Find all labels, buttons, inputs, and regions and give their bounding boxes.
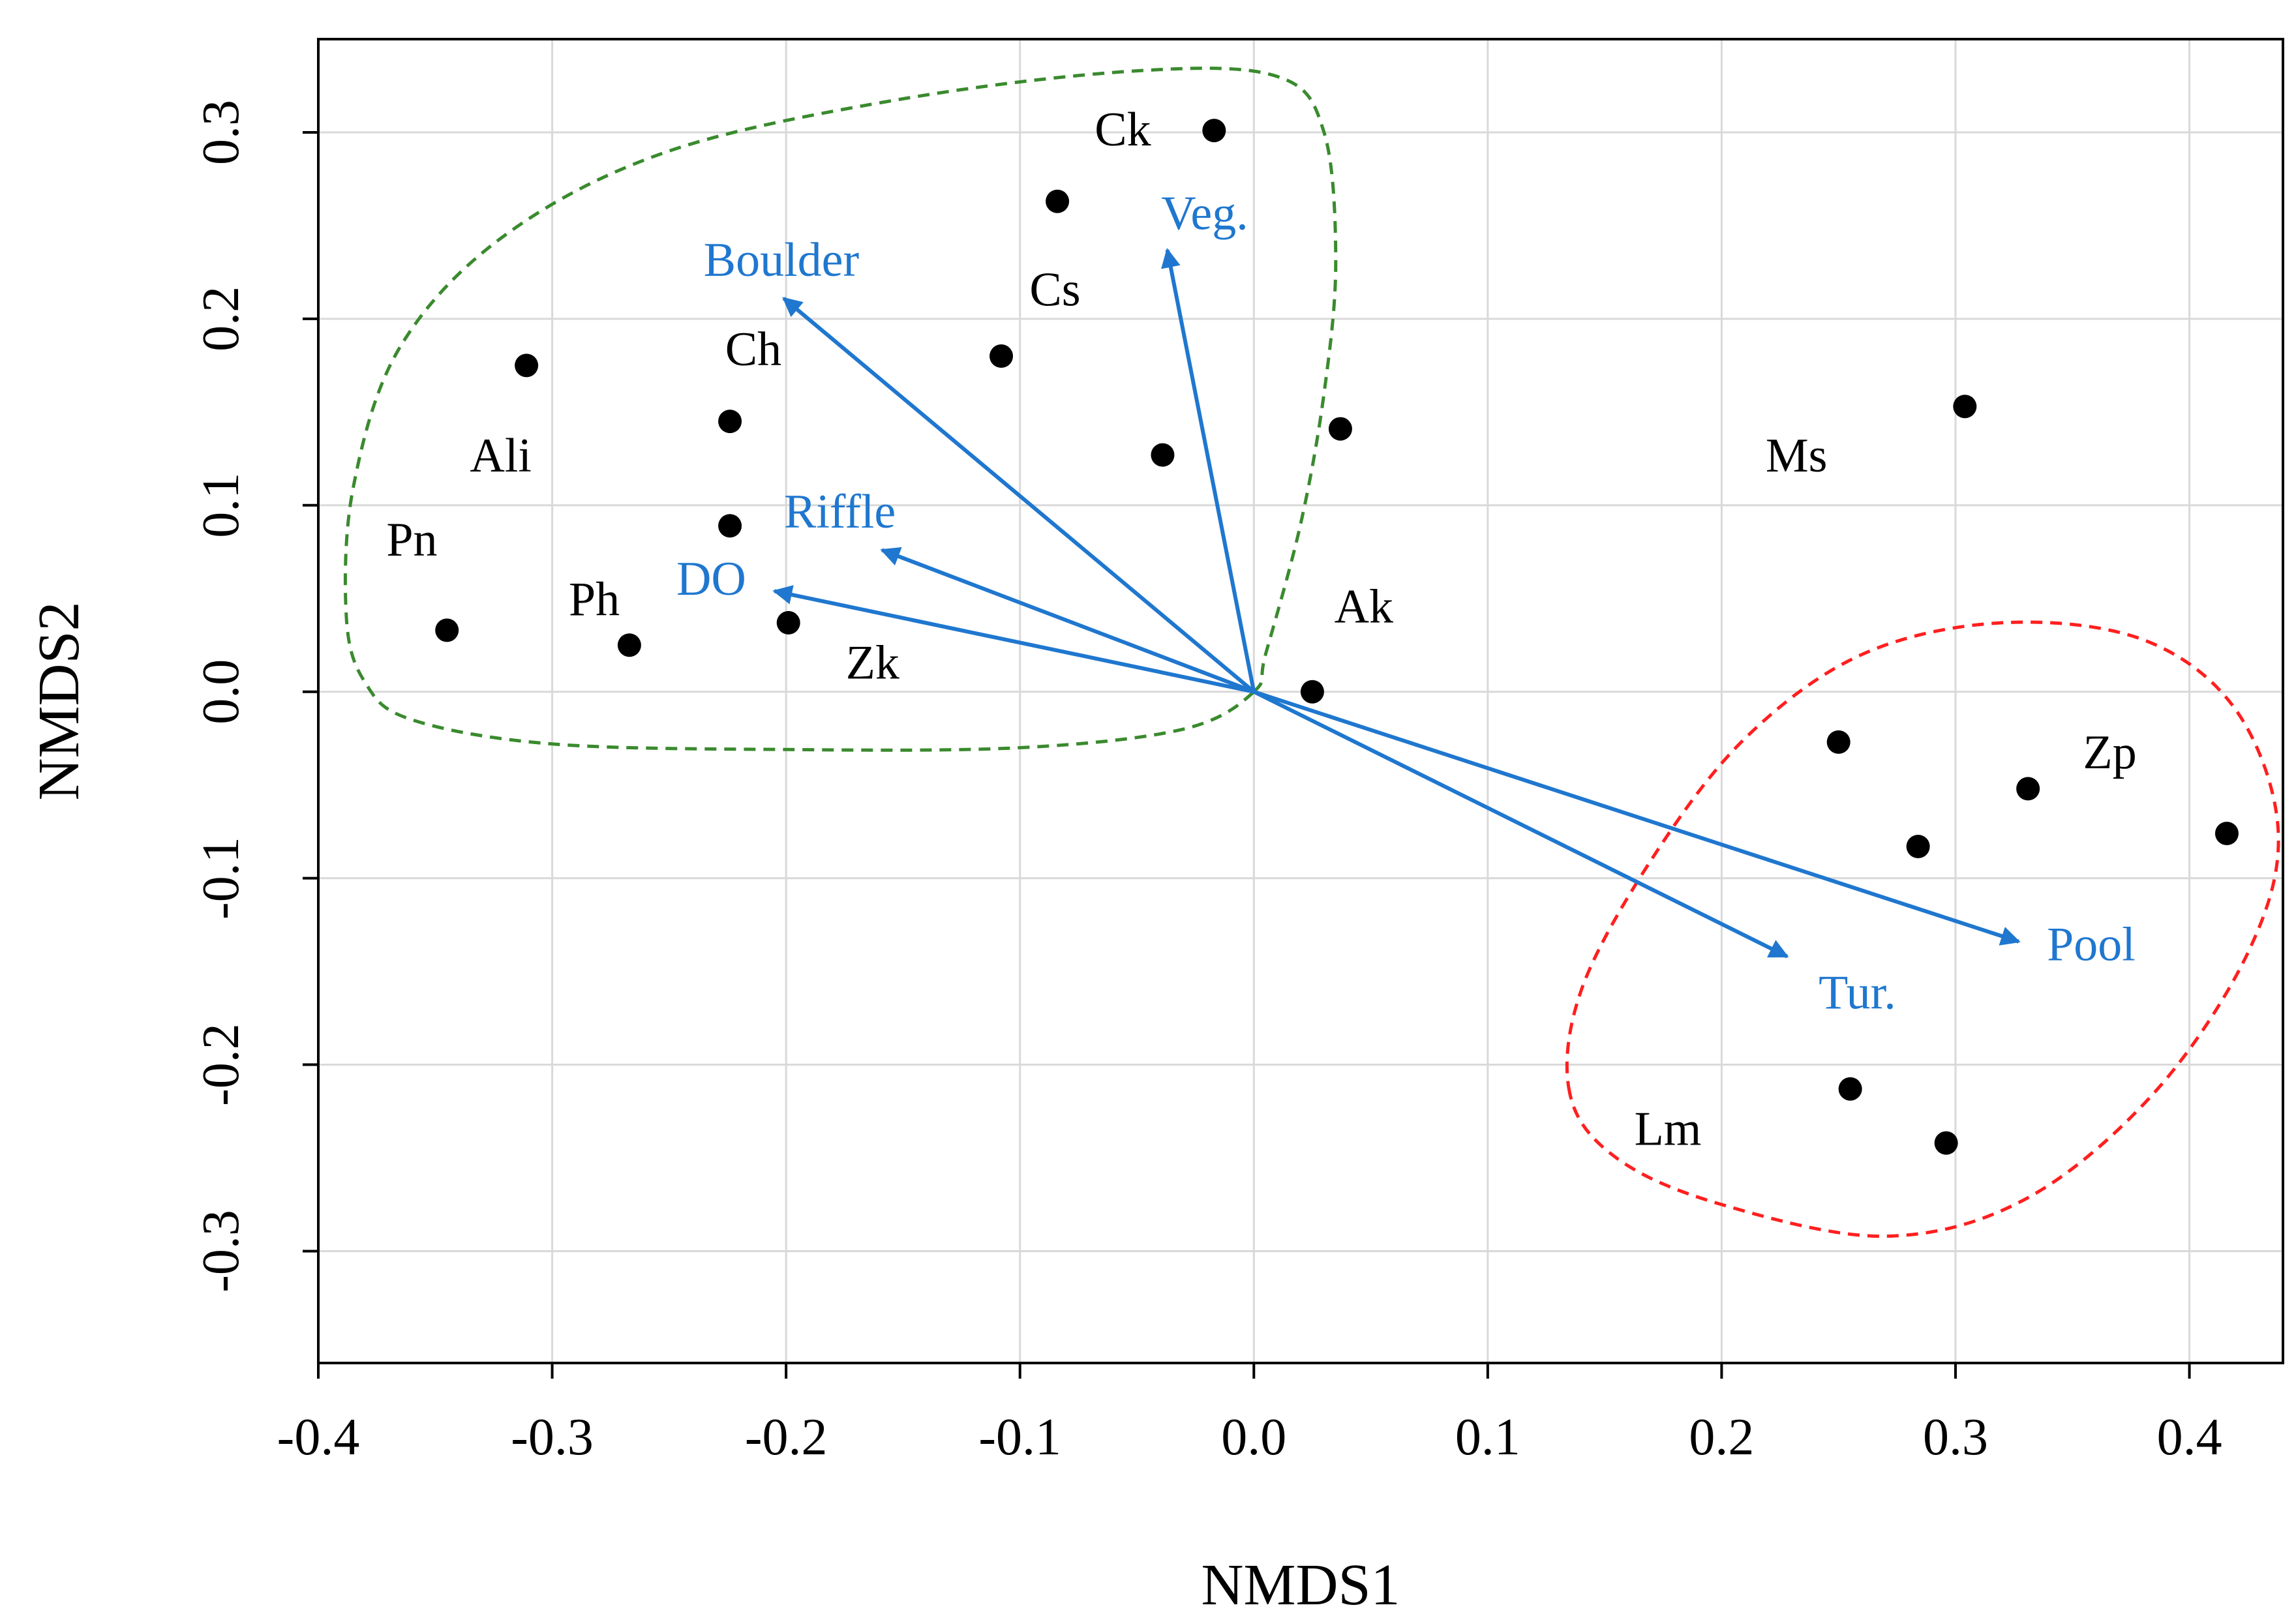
x-axis-title: NMDS1 [1201,1553,1400,1617]
y-axis-title: NMDS2 [27,601,91,800]
y-tick-label: 0.3 [192,100,250,165]
site-point [1328,417,1352,441]
x-tick-label: 0.2 [1689,1409,1754,1466]
site-point [617,633,641,657]
site-point [2214,822,2239,845]
environmental-vectors: Veg. Boulder Riffle DO Tur. Pool [676,187,2136,1019]
vector-arrow-boulder [782,297,1256,694]
vector-arrow-riffle [880,547,1255,694]
site-point [515,353,539,378]
species-label-zp: Zp [2083,726,2137,779]
x-tick-label: -0.4 [277,1409,360,1466]
x-tick-label: 0.4 [2157,1409,2222,1466]
x-tick-label: -0.2 [745,1409,828,1466]
vector-label-veg: Veg. [1161,187,1248,240]
x-tick-label: 0.1 [1455,1409,1520,1466]
group-hull-2 [1565,620,2280,1238]
site-point [1934,1131,1958,1155]
vector-label-boulder: Boulder [704,233,859,287]
vector-label-do: DO [676,552,746,606]
site-point [1151,443,1175,467]
y-tick-label: 0.1 [192,473,250,538]
site-point [2016,777,2040,801]
species-label-ali: Ali [470,429,532,483]
vector-arrow-pool [1253,689,2021,946]
site-point [718,410,742,434]
species-label-cs: Cs [1029,263,1080,317]
species-label-ch: Ch [725,323,781,376]
y-tick-label: -0.3 [192,1210,250,1293]
vector-arrow-do [772,585,1254,694]
species-label-zk: Zk [846,637,899,690]
vector-label-riffle: Riffle [784,485,896,539]
site-point [718,514,742,538]
species-label-pn: Pn [386,513,437,567]
group-hulls [343,67,2280,1238]
species-labels: Ck Cs Ch Ali Pn Ph Zk Ak Ms Zp Lm [386,103,2136,1156]
site-point [776,610,800,635]
site-point [1046,189,1070,213]
x-tick-label: -0.3 [511,1409,594,1466]
x-tick-label: -0.1 [978,1409,1061,1466]
x-tick-label: 0.3 [1923,1409,1988,1466]
grid-lines [317,39,2283,1363]
site-point [1838,1077,1862,1101]
plot-frame [317,38,2284,1364]
vector-label-tur: Tur. [1819,966,1896,1020]
site-point [1906,835,1930,859]
site-points [435,119,2239,1155]
y-tick-label: 0.0 [192,659,250,725]
species-label-ms: Ms [1766,429,1828,483]
site-point [989,344,1014,368]
species-label-ck: Ck [1095,103,1151,157]
y-tick-label: -0.2 [192,1023,250,1106]
species-label-ak: Ak [1335,580,1393,634]
site-point [1953,395,1977,419]
site-point [1202,119,1226,143]
site-point [1826,730,1850,754]
x-tick-label: 0.0 [1221,1409,1286,1466]
site-point [435,618,459,642]
site-point [1300,680,1324,704]
y-tick-label: 0.2 [192,286,250,352]
species-label-lm: Lm [1635,1102,1702,1156]
vector-label-pool: Pool [2047,918,2136,971]
vector-arrow-tur [1252,690,1789,959]
species-label-ph: Ph [569,573,620,626]
group-hull-1 [343,67,1338,752]
y-tick-label: -0.1 [192,837,250,920]
vector-arrow-veg [1161,248,1256,693]
axes: -0.4 -0.3 -0.2 -0.1 0.0 0.1 0.2 0.3 0.4 -0.3 -0.2 -… [192,100,2222,1466]
